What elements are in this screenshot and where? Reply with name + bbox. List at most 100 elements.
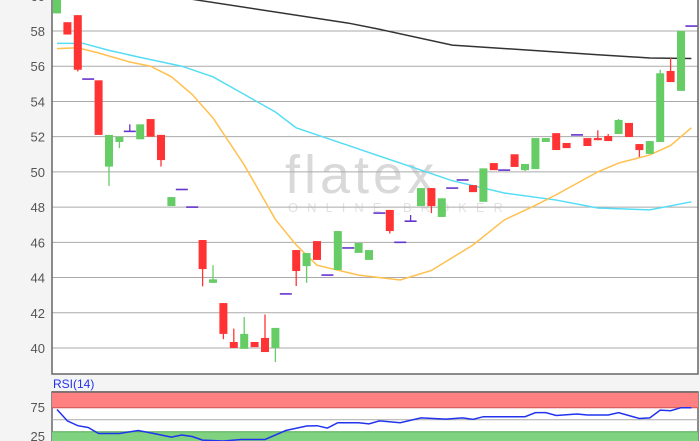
candle-body [583, 138, 592, 146]
rsi-line [56, 406, 692, 441]
candle-body [469, 185, 477, 193]
y-tick-label: 48 [31, 200, 45, 215]
moving-average-line [56, 46, 692, 281]
y-tick-label: 46 [31, 235, 45, 250]
candle [417, 188, 425, 207]
candle [313, 241, 321, 260]
candle [541, 138, 550, 142]
candle-body [105, 134, 113, 167]
candle [261, 314, 269, 353]
candle [365, 250, 373, 260]
candle [157, 134, 165, 167]
candle-body [521, 163, 529, 171]
candle [94, 80, 103, 135]
y-tick-label: 52 [31, 130, 45, 145]
candle [562, 142, 571, 149]
candle [123, 124, 136, 133]
candle-body [541, 138, 550, 142]
candle-body [531, 138, 540, 170]
candle [437, 198, 446, 217]
candle [666, 58, 675, 83]
candle-body [53, 0, 61, 14]
candle-body [73, 15, 82, 70]
candle [583, 138, 592, 146]
candle [385, 209, 394, 234]
candle [489, 163, 498, 171]
candle-body [146, 119, 155, 137]
rsi-overbought-band [52, 392, 698, 408]
y-tick-label: 42 [31, 306, 45, 321]
candle-body [94, 80, 103, 135]
candle [635, 144, 644, 157]
y-tick-label: 40 [31, 341, 45, 356]
candle [404, 215, 417, 222]
candle [146, 119, 155, 137]
candle-body [271, 327, 280, 348]
candle [625, 122, 633, 138]
rsi-title: RSI(14) [53, 377, 95, 391]
candle-body [240, 333, 249, 349]
candle [510, 154, 519, 167]
candle-body [292, 250, 301, 272]
candle-body [604, 135, 613, 142]
candle-body [645, 141, 654, 154]
candle-body [167, 197, 176, 207]
candle [73, 15, 82, 72]
candle [115, 136, 124, 149]
candle [521, 163, 529, 171]
candle-body [625, 122, 633, 138]
candle [593, 130, 602, 141]
candle-body [437, 198, 446, 217]
candle [656, 69, 665, 142]
candle-body [209, 279, 217, 283]
candle [167, 197, 176, 207]
candle-body [250, 341, 259, 348]
candle-body [261, 337, 269, 353]
candle [614, 119, 623, 135]
rsi-tick-label: 75 [31, 400, 45, 415]
candle-body [666, 70, 675, 83]
candle [354, 243, 363, 253]
watermark-logo: flatex [285, 145, 438, 205]
candle-body [427, 188, 436, 207]
price-plot-border [51, 0, 699, 375]
candle [604, 134, 613, 142]
price-plot-area [52, 0, 698, 374]
candle-body [510, 154, 519, 167]
candle-body [219, 303, 228, 334]
candle [209, 265, 217, 283]
candle [219, 303, 228, 340]
candle [427, 188, 436, 214]
candle-body [365, 250, 373, 260]
candle-body [552, 133, 561, 151]
candle [250, 341, 259, 348]
candle [292, 250, 301, 286]
candle-body [656, 73, 665, 142]
candle [229, 328, 238, 348]
candle [53, 0, 61, 14]
candle-body [635, 144, 644, 151]
candle [302, 253, 311, 283]
candle-body [489, 163, 498, 171]
candle-body [385, 209, 394, 232]
y-tick-label: 60 [31, 0, 45, 4]
candle-body [593, 138, 602, 141]
candle [136, 124, 145, 140]
candle-body [115, 136, 124, 142]
y-tick-label: 56 [31, 59, 45, 74]
rsi-tick-label: 25 [31, 429, 45, 441]
moving-average-line [192, 0, 692, 60]
candle-body [229, 341, 238, 348]
candle [240, 316, 249, 349]
moving-average-line [57, 42, 692, 211]
candle-body [417, 188, 425, 207]
candle-body [302, 253, 311, 267]
y-tick-label: 44 [31, 271, 45, 286]
candle-body [614, 119, 623, 135]
y-tick-label: 50 [31, 165, 45, 180]
candle-body [313, 241, 321, 260]
candle-body [677, 31, 685, 91]
candle [198, 240, 207, 287]
candle [552, 133, 561, 151]
